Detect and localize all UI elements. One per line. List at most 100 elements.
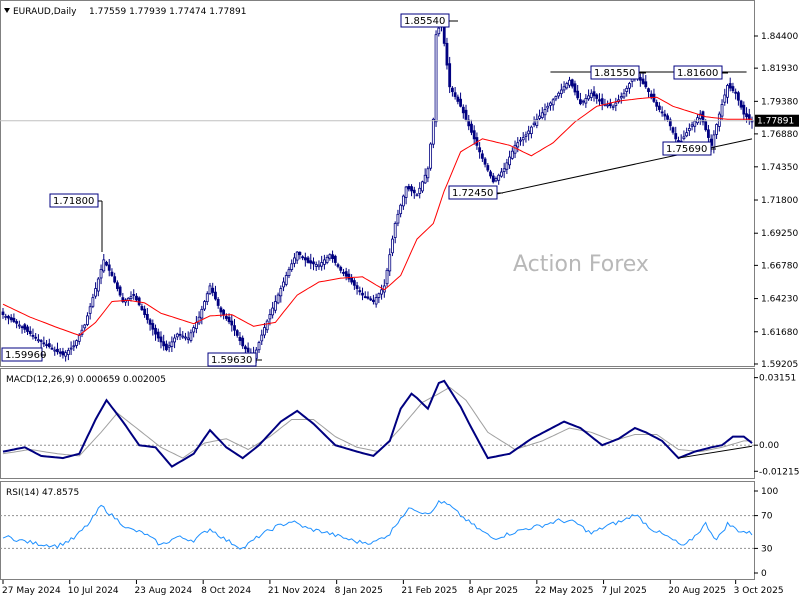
candle: [276, 292, 280, 305]
candle: [671, 126, 675, 135]
candle: [611, 104, 615, 111]
candle: [546, 102, 550, 113]
candle-body: [170, 341, 174, 347]
candle-body: [205, 293, 209, 303]
candle-body: [644, 81, 648, 88]
candle: [429, 142, 433, 171]
candle: [543, 103, 547, 121]
candle: [584, 94, 588, 108]
candle-body: [622, 92, 626, 98]
candle-body: [453, 92, 457, 97]
candle: [579, 92, 582, 106]
candle: [211, 282, 215, 297]
candle-body: [407, 185, 411, 190]
annotation-text: 1.59960: [5, 350, 46, 361]
candle: [592, 86, 596, 102]
candle-body: [186, 337, 190, 340]
candle: [31, 328, 35, 340]
candle: [524, 131, 528, 143]
macd-tick-label: 0.00: [759, 441, 779, 451]
candle: [696, 114, 699, 125]
time-tick-label: 27 May 2024: [2, 586, 61, 596]
candle-body: [696, 117, 699, 124]
candle-body: [151, 323, 155, 330]
rsi-tick-label: 100: [761, 487, 778, 497]
candle-body: [668, 119, 672, 127]
macd-panel-frame: [0, 368, 755, 479]
candle-body: [322, 259, 326, 265]
candle: [189, 329, 193, 343]
candle-body: [333, 255, 337, 263]
candle-body: [374, 297, 378, 305]
candle: [374, 293, 378, 308]
candle: [486, 163, 490, 173]
candle-body: [342, 271, 345, 274]
candle: [69, 341, 73, 355]
candle: [698, 110, 702, 125]
candle: [9, 314, 13, 323]
candle: [445, 37, 449, 70]
candle: [426, 166, 430, 183]
candle-body: [698, 113, 702, 119]
candle: [731, 82, 735, 94]
candle-body: [557, 92, 561, 97]
candle-body: [666, 115, 669, 120]
candle-body: [246, 347, 250, 353]
candle-body: [105, 261, 108, 266]
candle: [102, 253, 106, 273]
candle-body: [461, 106, 465, 114]
candle-body: [167, 345, 171, 348]
price-tick-label: 1.61680: [761, 328, 798, 338]
annotation-81550: 1.81550: [590, 65, 646, 80]
rsi-tick-label: 0: [761, 569, 767, 579]
candle-body: [140, 306, 144, 311]
candle-body: [565, 83, 569, 89]
candle-body: [268, 314, 272, 320]
candle-body: [61, 351, 65, 356]
candle-body: [448, 63, 452, 88]
candle: [17, 320, 21, 329]
symbol-label: EURAUD,Daily: [13, 7, 77, 17]
candle-body: [355, 285, 359, 289]
candle: [271, 301, 275, 319]
candle: [184, 332, 187, 341]
annotation-59630: 1.59630: [207, 352, 262, 367]
candle: [421, 180, 424, 193]
candle-body: [734, 91, 738, 94]
candle-body: [529, 126, 533, 134]
price-axis: 1.84400 1.81930 1.79380 1.76880 1.74350 1.718…: [754, 32, 798, 370]
candle: [745, 107, 748, 123]
candle-body: [301, 256, 305, 259]
candle: [589, 89, 593, 101]
candle: [260, 329, 264, 345]
candle-body: [516, 142, 520, 148]
current-price-label: 1.77891: [757, 117, 794, 127]
candle-body: [235, 330, 239, 336]
candle: [470, 119, 473, 136]
candle-body: [165, 343, 168, 351]
candle: [154, 324, 157, 341]
candle-body: [579, 99, 582, 105]
macd-tick-label: -0.012158: [759, 467, 800, 477]
candle: [303, 252, 307, 267]
candle-body: [58, 351, 62, 354]
candle: [241, 335, 245, 349]
candle: [619, 92, 623, 104]
candle-body: [361, 292, 364, 296]
candle-body: [728, 83, 732, 89]
candle: [45, 340, 48, 349]
candle-body: [298, 251, 302, 256]
candle-body: [693, 120, 697, 127]
price-panel-frame: [0, 0, 755, 367]
candle-body: [464, 109, 468, 120]
candle: [644, 75, 648, 89]
candle-body: [467, 119, 471, 127]
candle-body: [647, 88, 650, 93]
macd-axis: 0.03151 0.00 -0.012158: [754, 374, 800, 477]
candle-body: [15, 321, 19, 324]
candle-body: [47, 343, 51, 348]
candle: [233, 319, 236, 336]
candle: [369, 296, 373, 301]
annotation-75690: 1.75690: [662, 141, 716, 156]
